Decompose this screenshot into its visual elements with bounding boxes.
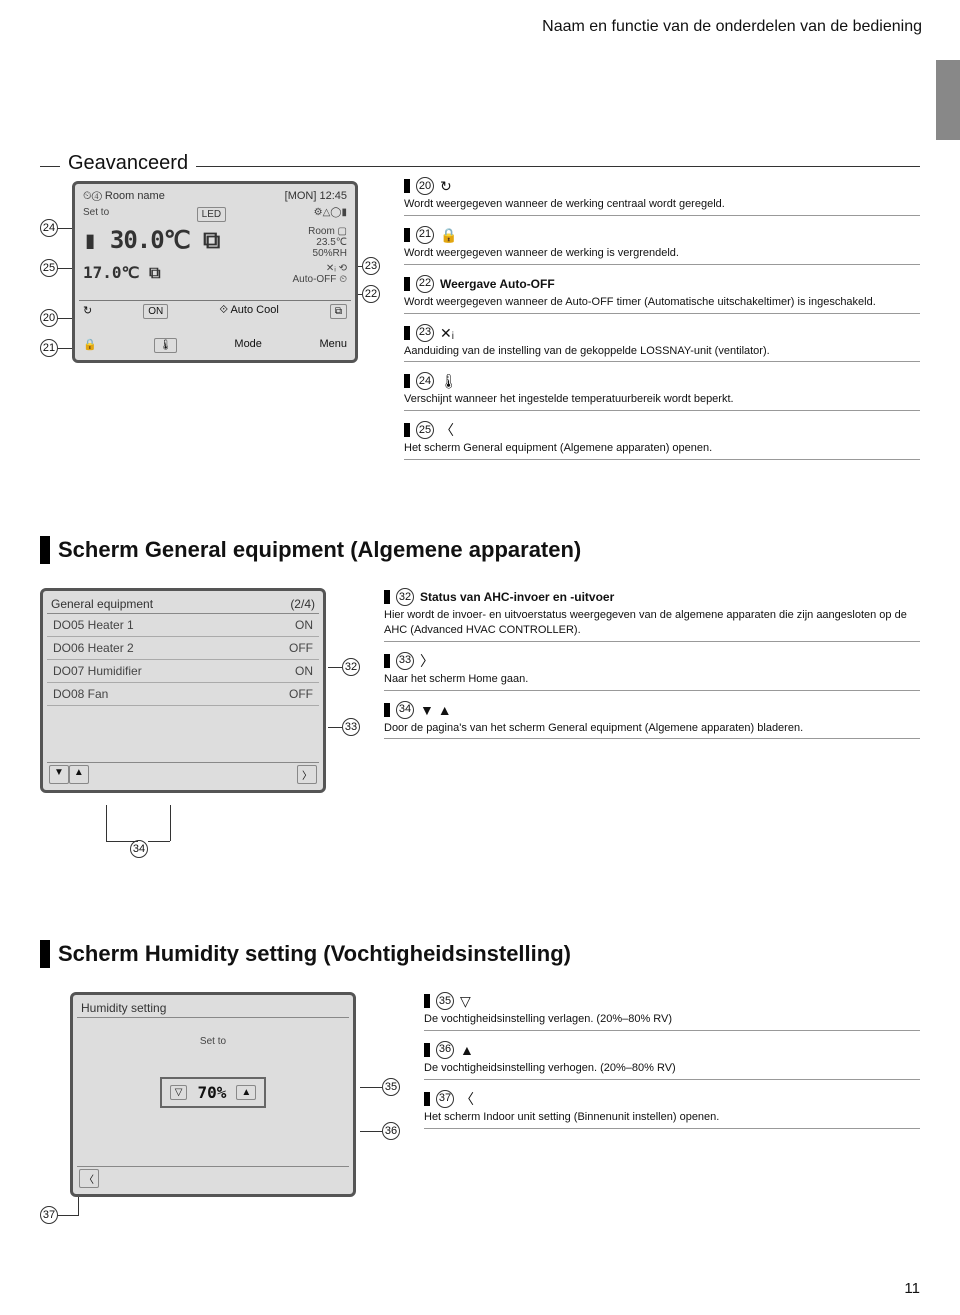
section-advanced-title: Geavanceerd xyxy=(60,152,196,175)
callout-34: 34 xyxy=(130,840,148,858)
item-22: 22Weergave Auto-OFF Wordt weergegeven wa… xyxy=(404,275,920,314)
callout-37: 37 xyxy=(40,1206,58,1224)
gen-row-1: DO06 Heater 2OFF xyxy=(47,637,319,660)
triangle-up-icon: ▲ xyxy=(460,1043,474,1057)
lcd-vent: ✕ᵢ ⟲ xyxy=(326,263,347,274)
page-title: Naam en functie van de onderdelen van de… xyxy=(542,18,922,36)
item-36: 36▲ De vochtigheidsinstelling verhogen. … xyxy=(424,1041,920,1080)
item-25: 25〈 Het scherm General equipment (Algeme… xyxy=(404,421,920,460)
lcd-room-temp: 23.5℃ xyxy=(316,237,347,248)
gen-row-0: DO05 Heater 1ON xyxy=(47,614,319,637)
advanced-items: 20↻ Wordt weergegeven wanneer de werking… xyxy=(404,177,920,470)
thermometer-icon: 🌡 xyxy=(440,374,458,388)
lcd-led-badge: LED xyxy=(197,207,226,222)
lcd-circ-icon: ↻ xyxy=(83,304,92,319)
general-lcd: General equipment (2/4) DO05 Heater 1ON … xyxy=(40,588,326,793)
gen-arrow-right: 〉 xyxy=(297,765,317,784)
advanced-lcd: ⏲④ Room name [MON] 12:45 Set to LED ⚙△◯▮… xyxy=(72,181,358,363)
lcd-autooff-icon: ⏲ xyxy=(339,274,347,285)
gen-arrow-up: ▲ xyxy=(69,765,89,784)
advanced-screenshot-wrap: 24 25 20 21 23 22 ⏲④ Room name [MON] 12:… xyxy=(40,177,380,387)
lcd-auto: ⟐ Auto Cool xyxy=(219,304,278,319)
lcd-mode: Mode xyxy=(234,338,262,353)
item-24: 24🌡 Verschijnt wanneer het ingestelde te… xyxy=(404,372,920,411)
lcd-lock-icon: 🔒 xyxy=(83,338,97,353)
gen-title: General equipment xyxy=(51,597,153,611)
hum-up: ▲ xyxy=(236,1085,256,1100)
section-humidity: Scherm Humidity setting (Vochtigheidsins… xyxy=(0,940,960,1252)
lcd-room-name: ⏲④ Room name xyxy=(83,190,165,203)
callout-36: 36 xyxy=(382,1122,400,1140)
callout-20: 20 xyxy=(40,309,58,327)
lock-icon: 🔒 xyxy=(440,228,457,242)
humidity-heading: Scherm Humidity setting (Vochtigheidsins… xyxy=(58,941,571,967)
tab-marker xyxy=(936,60,960,140)
humidity-lcd: Humidity setting Set to ▽ 70% ▲ 〈 xyxy=(70,992,356,1197)
item-33: 33〉 Naar het scherm Home gaan. xyxy=(384,652,920,691)
hum-title: Humidity setting xyxy=(81,1001,166,1015)
gen-arrow-down: ▼ xyxy=(49,765,69,784)
hum-back: 〈 xyxy=(79,1169,99,1188)
hum-down: ▽ xyxy=(170,1085,188,1100)
callout-23: 23 xyxy=(362,257,380,275)
central-control-icon: ↻ xyxy=(440,179,452,193)
general-screenshot-wrap: 32 33 34 General equipment (2/4) DO05 He… xyxy=(40,588,360,868)
lcd-autooff-label: Auto-OFF xyxy=(293,274,337,285)
callout-21: 21 xyxy=(40,339,58,357)
general-items: 32Status van AHC-invoer en -uitvoer Hier… xyxy=(384,588,920,749)
general-heading: Scherm General equipment (Algemene appar… xyxy=(58,537,581,563)
item-34: 34▼ ▲ Door de pagina's van het scherm Ge… xyxy=(384,701,920,740)
callout-33: 33 xyxy=(342,718,360,736)
page-number: 11 xyxy=(904,1280,920,1297)
item-20: 20↻ Wordt weergegeven wanneer de werking… xyxy=(404,177,920,216)
gen-row-2: DO07 HumidifierON xyxy=(47,660,319,683)
lcd-rh: 50%RH xyxy=(313,248,347,259)
gen-page: (2/4) xyxy=(290,597,315,611)
lcd-menu-icon: ⧉ xyxy=(330,304,347,319)
lcd-main-temp: ▮ 30.0℃ ⧉ xyxy=(83,226,219,259)
lcd-on: ON xyxy=(143,304,168,319)
gen-row-3: DO08 FanOFF xyxy=(47,683,319,706)
callout-35: 35 xyxy=(382,1078,400,1096)
lcd-clock: [MON] 12:45 xyxy=(285,190,347,203)
callout-22: 22 xyxy=(362,285,380,303)
lcd-set-to: Set to xyxy=(83,207,109,222)
chevron-left-icon: 〈 xyxy=(460,1092,474,1106)
item-21: 21🔒 Wordt weergegeven wanneer de werking… xyxy=(404,226,920,265)
callout-24: 24 xyxy=(40,219,58,237)
lcd-menu: Menu xyxy=(319,338,347,353)
hum-value: 70% xyxy=(197,1083,226,1102)
section-general: Scherm General equipment (Algemene appar… xyxy=(0,536,960,868)
section-advanced: Geavanceerd 24 25 20 21 23 22 xyxy=(0,152,960,470)
item-37: 37〈 Het scherm Indoor unit setting (Binn… xyxy=(424,1090,920,1129)
callout-32: 32 xyxy=(342,658,360,676)
lcd-room-label: Room ▢ xyxy=(308,226,347,237)
callout-25: 25 xyxy=(40,259,58,277)
item-23: 23✕ᵢ Aanduiding van de instelling van de… xyxy=(404,324,920,363)
lcd-sub-temp: 17.0℃ ⧉ xyxy=(83,263,161,285)
chevron-right-icon: 〉 xyxy=(420,654,434,668)
humidity-items: 35▽ De vochtigheidsinstelling verlagen. … xyxy=(424,992,920,1139)
chevron-left-icon: 〈 xyxy=(440,423,454,437)
triangle-down-icon: ▽ xyxy=(460,994,471,1008)
hum-set-to: Set to xyxy=(77,1036,349,1047)
item-35: 35▽ De vochtigheidsinstelling verlagen. … xyxy=(424,992,920,1031)
ventilator-icon: ✕ᵢ xyxy=(440,326,454,340)
humidity-screenshot-wrap: 35 36 37 Humidity setting Set to ▽ 70% ▲ xyxy=(40,992,400,1252)
item-32: 32Status van AHC-invoer en -uitvoer Hier… xyxy=(384,588,920,642)
lcd-thermo-icon: 🌡 xyxy=(154,338,177,353)
arrows-icon: ▼ ▲ xyxy=(420,703,452,717)
